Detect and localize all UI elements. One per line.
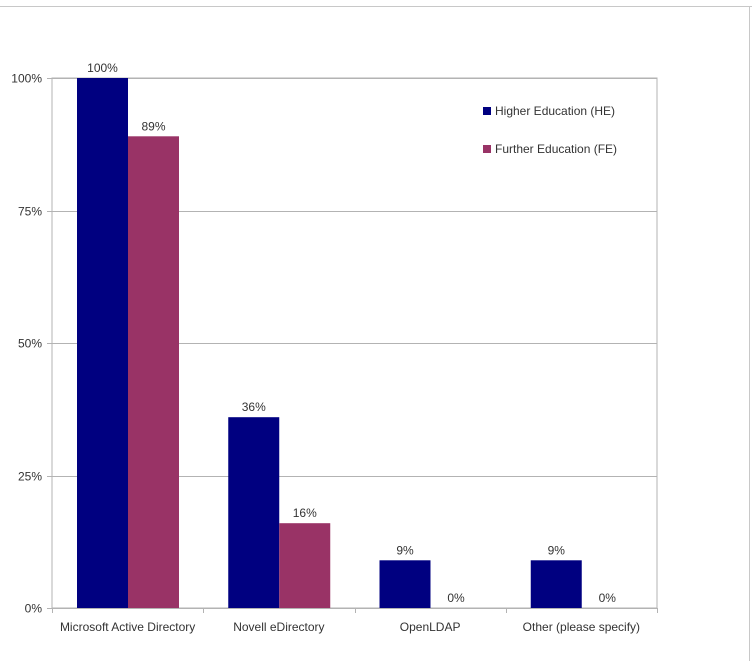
data-label: 9% (396, 543, 414, 557)
data-label: 9% (548, 543, 566, 557)
bar-layer (77, 78, 582, 609)
label-layer: 100% 89% 36% 16% 9% 0% 9% 0% (87, 61, 616, 605)
legend-label: Further Education (FE) (495, 142, 617, 156)
y-tick-label: 50% (18, 337, 42, 351)
bar (77, 78, 128, 608)
data-label: 16% (293, 506, 317, 520)
data-label: 36% (242, 400, 266, 414)
bar (279, 523, 331, 608)
bar (379, 560, 431, 608)
frame-right-border (749, 6, 750, 661)
frame-top-border (0, 6, 752, 7)
data-label: 0% (447, 591, 465, 605)
y-tick-label: 100% (11, 72, 42, 86)
data-label: 0% (599, 591, 617, 605)
legend: Higher Education (HE) Further Education (… (483, 104, 617, 156)
x-category-label: OpenLDAP (400, 620, 461, 634)
data-label: 89% (141, 119, 165, 133)
y-tick-label: 75% (18, 205, 42, 219)
bar (530, 560, 582, 608)
y-tick-label: 25% (18, 470, 42, 484)
legend-swatch (483, 107, 491, 115)
bar (128, 136, 179, 609)
x-category-label: Other (please specify) (523, 620, 640, 634)
bar (228, 417, 280, 608)
legend-swatch (483, 145, 491, 153)
legend-label: Higher Education (HE) (495, 104, 615, 118)
x-category-label: Microsoft Active Directory (60, 620, 195, 634)
x-category-label: Novell eDirectory (233, 620, 324, 634)
y-tick-label: 0% (25, 602, 43, 616)
axis-layer: 0% 25% 50% 75% 100% Microsoft Active Director… (11, 72, 658, 634)
data-label: 100% (87, 61, 118, 75)
